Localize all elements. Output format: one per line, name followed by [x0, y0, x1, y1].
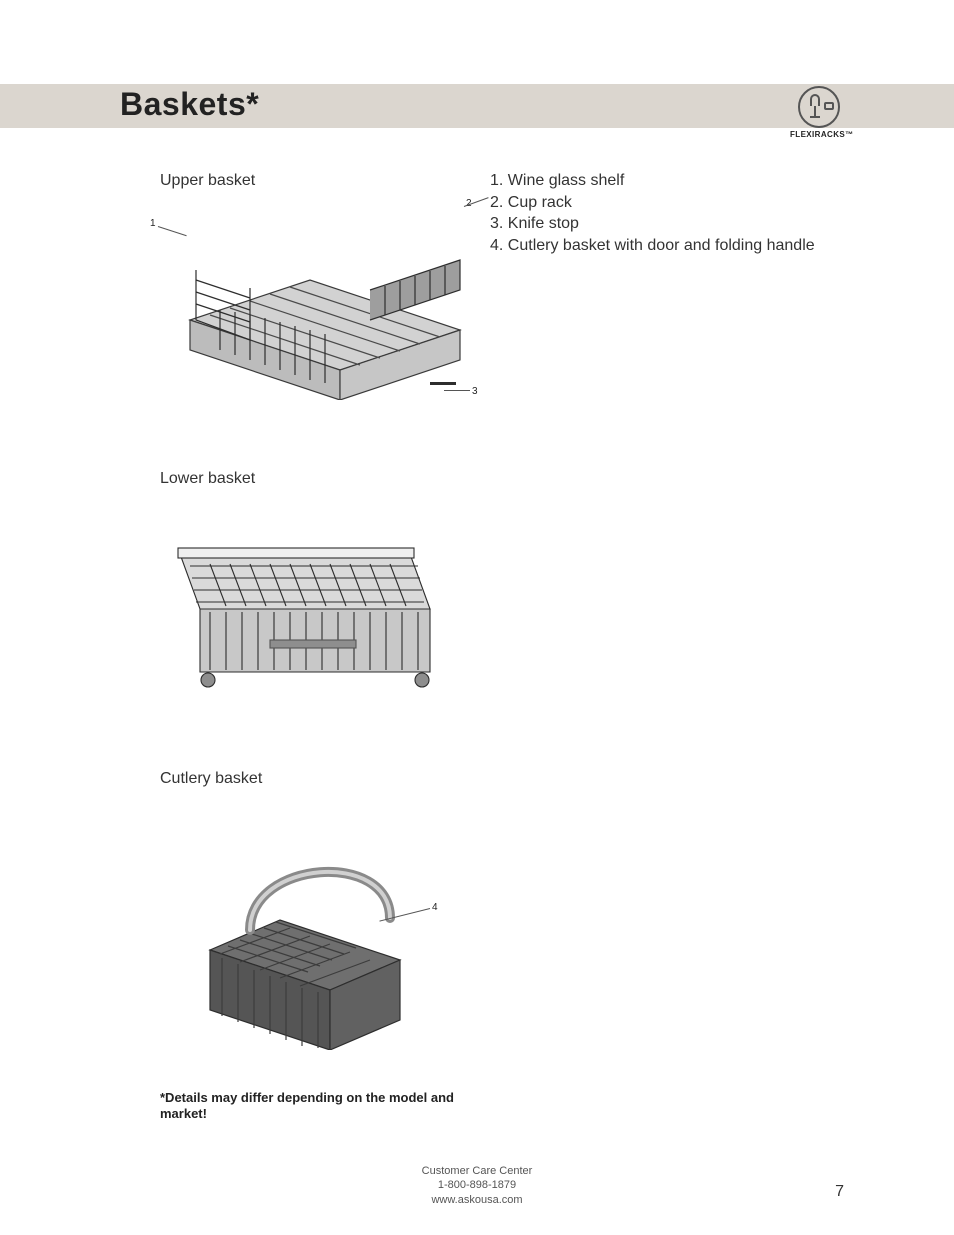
callout-3: 3: [472, 386, 478, 397]
label-lower-basket: Lower basket: [160, 470, 255, 488]
footnote: *Details may differ depending on the mod…: [160, 1090, 460, 1123]
footer-line: www.askousa.com: [0, 1193, 954, 1207]
figure-cutlery-basket: [180, 810, 440, 1050]
callout-1: 1: [150, 218, 156, 229]
flexiracks-logo: FLEXIRACKS™: [790, 86, 848, 139]
figure-upper-basket: [160, 200, 480, 400]
page-number: 7: [835, 1183, 844, 1201]
footer-line: 1-800-898-1879: [0, 1178, 954, 1192]
flexiracks-icon: [798, 86, 840, 128]
legend-item: 3. Knife stop: [490, 213, 815, 235]
legend-item: 1. Wine glass shelf: [490, 170, 815, 192]
callout-4: 4: [432, 902, 438, 913]
label-upper-basket: Upper basket: [160, 172, 255, 190]
flexiracks-caption: FLEXIRACKS™: [790, 130, 848, 139]
label-cutlery-basket: Cutlery basket: [160, 770, 262, 788]
legend-item: 4. Cutlery basket with door and folding …: [490, 235, 815, 257]
callout-line-3: [444, 390, 470, 391]
legend-list: 1. Wine glass shelf 2. Cup rack 3. Knife…: [490, 170, 815, 256]
footer-line: Customer Care Center: [0, 1164, 954, 1178]
figure-lower-basket: [160, 494, 440, 704]
page-title: Baskets*: [120, 86, 259, 123]
footer: Customer Care Center 1-800-898-1879 www.…: [0, 1164, 954, 1207]
legend-item: 2. Cup rack: [490, 192, 815, 214]
